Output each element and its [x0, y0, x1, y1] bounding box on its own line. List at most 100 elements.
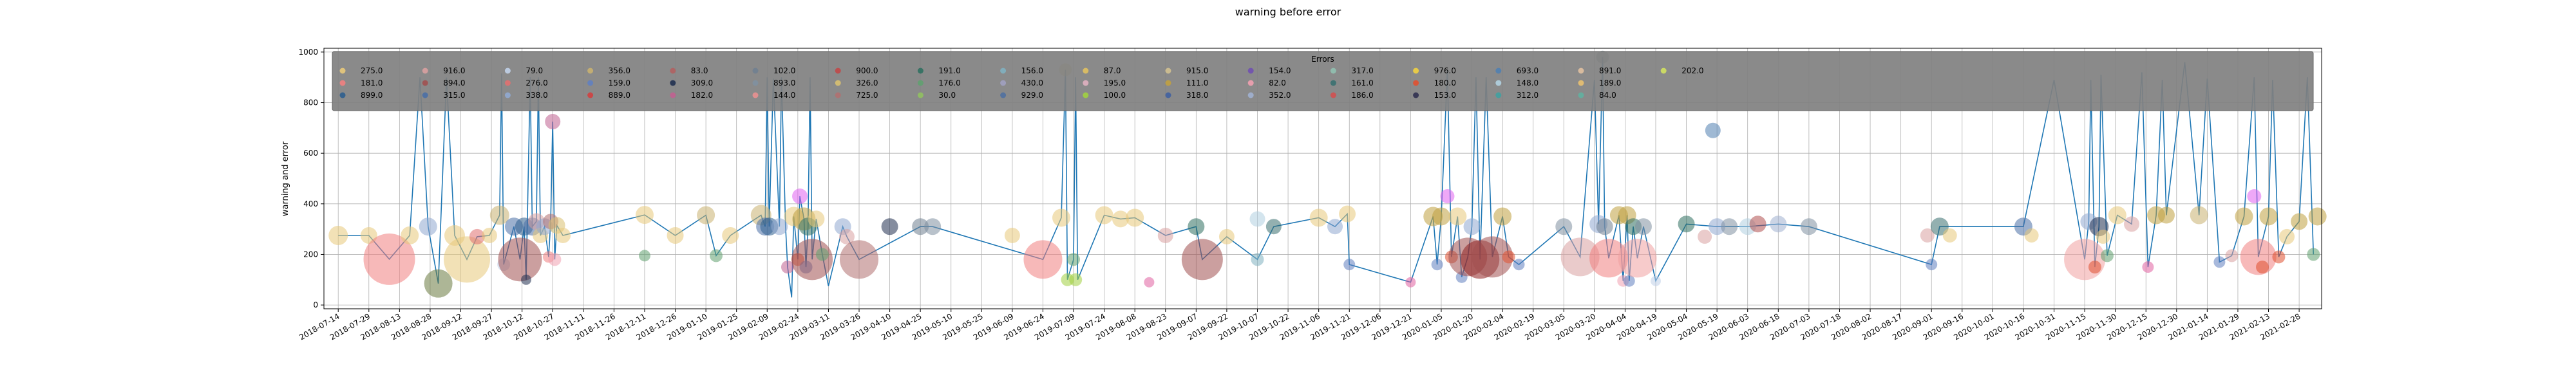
y-tick-label: 200 — [303, 250, 318, 259]
bubble-point — [792, 188, 808, 205]
legend-label: 176.0 — [938, 78, 960, 87]
legend-label: 889.0 — [609, 91, 630, 100]
legend-marker — [339, 80, 346, 86]
legend-label: 326.0 — [856, 78, 878, 87]
legend-marker — [835, 92, 841, 98]
bubble-point — [401, 226, 419, 244]
bubble-point — [1339, 205, 1356, 223]
bubble-point — [2064, 239, 2106, 280]
legend-label: 725.0 — [856, 91, 878, 100]
y-axis-label: warning and error — [281, 141, 290, 216]
bubble-point — [2108, 206, 2126, 225]
legend-label: 111.0 — [1186, 78, 1208, 87]
bubble-point — [1405, 277, 1416, 288]
bubble-point — [635, 206, 654, 225]
legend-marker — [1330, 80, 1336, 86]
legend-label: 352.0 — [1269, 91, 1291, 100]
bubble-point — [2213, 256, 2226, 268]
bubble-point — [548, 253, 562, 266]
bubble-point — [498, 237, 542, 282]
legend-marker — [1247, 68, 1254, 74]
bubble-point — [838, 228, 855, 244]
legend-marker — [1330, 68, 1336, 74]
bubble-point — [1343, 259, 1356, 271]
legend-box — [332, 51, 2314, 111]
legend-marker — [835, 68, 841, 74]
legend-marker — [1000, 92, 1007, 98]
legend-label: 900.0 — [856, 66, 878, 75]
bubble-point — [2124, 216, 2140, 232]
legend-label: 100.0 — [1104, 91, 1126, 100]
bubble-point — [1023, 240, 1063, 279]
bubble-point — [1502, 250, 1515, 264]
legend-label: 315.0 — [443, 91, 465, 100]
bubble-point — [1095, 206, 1113, 225]
bubble-point — [781, 261, 794, 274]
bubble-point — [667, 226, 684, 244]
bubble-point — [2225, 249, 2239, 262]
bubble-point — [1721, 218, 1738, 235]
bubble-point — [1052, 208, 1071, 227]
legend-label: 189.0 — [1599, 78, 1621, 87]
bubble-point — [1705, 122, 1721, 138]
bubble-point — [1800, 218, 1817, 235]
bubble-point — [1181, 239, 1223, 280]
legend-label: 182.0 — [691, 91, 713, 100]
legend-label: 186.0 — [1351, 91, 1373, 100]
legend: Errors 275.0 181.0 899.0 916.0 894.0 315.0 79.0… — [332, 51, 2314, 111]
bubble-point — [1327, 219, 1343, 235]
legend-marker — [1083, 68, 1089, 74]
legend-marker — [339, 92, 346, 98]
legend-marker — [917, 68, 923, 74]
legend-marker — [1660, 68, 1667, 74]
legend-label: 891.0 — [1599, 66, 1621, 75]
bubble-point — [2235, 207, 2253, 226]
legend-marker — [1413, 68, 1419, 74]
bubble-point — [1112, 210, 1129, 228]
bubble-point — [1431, 259, 1443, 271]
legend-label: 148.0 — [1517, 78, 1539, 87]
legend-marker — [422, 68, 428, 74]
legend-marker — [339, 68, 346, 74]
legend-label: 893.0 — [773, 78, 795, 87]
legend-marker — [1165, 92, 1171, 98]
bubble-point — [1126, 208, 1144, 227]
bubble-point — [1596, 218, 1613, 235]
bubble-point — [1463, 218, 1481, 235]
legend-label: 161.0 — [1351, 78, 1373, 87]
bubble-point — [1634, 218, 1652, 235]
y-tick-label: 400 — [303, 199, 318, 208]
bubble-point — [469, 228, 485, 244]
bubble-point — [1067, 253, 1081, 266]
legend-label: 275.0 — [361, 66, 383, 75]
y-tick-label: 0 — [313, 300, 318, 309]
legend-marker — [670, 68, 676, 74]
legend-label: 317.0 — [1351, 66, 1373, 75]
legend-marker — [1083, 92, 1089, 98]
bubble-point — [1265, 219, 1282, 235]
legend-marker — [1165, 68, 1171, 74]
bubble-point — [1440, 189, 1455, 204]
bubble-point — [1493, 207, 1512, 226]
bubble-point — [1188, 218, 1205, 235]
bubble-point — [1618, 239, 1657, 278]
bubble-point — [1555, 218, 1573, 235]
legend-label: 87.0 — [1104, 66, 1121, 75]
legend-label: 82.0 — [1269, 78, 1286, 87]
legend-marker — [670, 92, 676, 98]
bubble-point — [1309, 208, 1328, 227]
bubble-point — [1698, 229, 1712, 244]
bubble-point — [771, 218, 788, 235]
bubble-point — [1218, 228, 1235, 244]
bubble-point — [2142, 261, 2154, 273]
legend-marker — [752, 92, 759, 98]
bubble-point — [1749, 216, 1766, 233]
bubble-point — [924, 218, 942, 235]
legend-marker — [1578, 68, 1584, 74]
legend-marker — [1247, 80, 1254, 86]
legend-label: 180.0 — [1434, 78, 1456, 87]
bubble-point — [912, 218, 929, 235]
legend-marker — [504, 92, 511, 98]
bubble-point — [722, 226, 739, 244]
